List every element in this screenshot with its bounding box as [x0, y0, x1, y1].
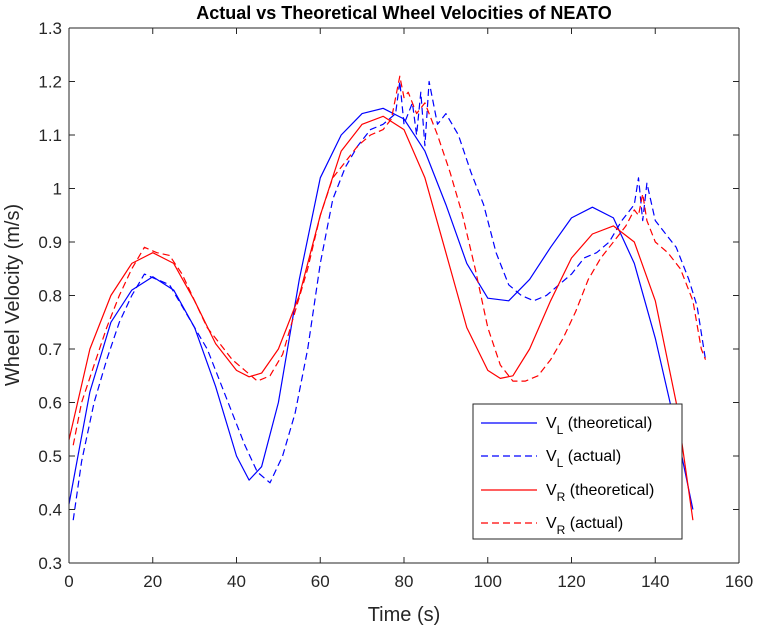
x-tick-label: 0 [64, 572, 73, 591]
legend-label-0: VL (theoretical) [546, 415, 652, 437]
x-tick-label: 40 [227, 572, 246, 591]
series-line-3 [72, 75, 707, 446]
legend-label-main: V [546, 448, 557, 465]
legend-label-rest: (actual) [565, 515, 623, 532]
x-tick-label: 80 [395, 572, 414, 591]
x-tick-label: 120 [557, 572, 585, 591]
legend-label-rest: (actual) [563, 448, 621, 465]
series-line-1 [72, 80, 707, 521]
legend-label-main: V [546, 482, 557, 499]
legend-label-rest: (theoretical) [565, 482, 654, 499]
x-axis-label: Time (s) [368, 604, 441, 626]
y-tick-label: 1.3 [38, 19, 62, 38]
y-tick-label: 0.3 [38, 554, 62, 573]
y-tick-label: 1.1 [38, 126, 62, 145]
legend-label-1: VL (actual) [546, 448, 621, 470]
y-tick-label: 0.7 [38, 340, 62, 359]
x-tick-label: 20 [143, 572, 162, 591]
legend-label-main: V [546, 415, 557, 432]
series-line-2 [68, 115, 694, 521]
y-tick-label: 0.4 [38, 501, 62, 520]
y-tick-label: 1 [53, 180, 62, 199]
x-tick-label: 100 [474, 572, 502, 591]
legend-box [472, 403, 683, 540]
y-tick-label: 0.8 [38, 287, 62, 306]
legend-label-3: VR (actual) [546, 515, 623, 537]
y-tick-label: 0.9 [38, 233, 62, 252]
legend-label-rest: (theoretical) [563, 415, 652, 432]
legend-label-sub: R [557, 490, 566, 504]
ticks-layer: 0 20 40 60 80 100 120 140 160 0.3 0.4 0.5 0.6 0.7 0.8 0… [38, 19, 753, 591]
y-axis-label: Wheel Velocity (m/s) [2, 204, 24, 386]
legend-label-main: V [546, 515, 557, 532]
legend: VL (theoretical)VL (actual)VR (theoretic… [472, 403, 683, 540]
series-layer [68, 75, 707, 521]
y-tick-label: 1.2 [38, 73, 62, 92]
x-tick-label: 60 [311, 572, 330, 591]
chart-title: Actual vs Theoretical Wheel Velocities o… [196, 3, 611, 23]
x-tick-label: 160 [725, 572, 753, 591]
series-line-0 [68, 107, 694, 510]
legend-label-sub: R [557, 523, 566, 537]
y-tick-label: 0.6 [38, 394, 62, 413]
legend-label-sub: L [557, 456, 564, 470]
y-tick-label: 0.5 [38, 447, 62, 466]
x-tick-label: 140 [641, 572, 669, 591]
legend-label-2: VR (theoretical) [546, 482, 654, 504]
legend-label-sub: L [557, 423, 564, 437]
